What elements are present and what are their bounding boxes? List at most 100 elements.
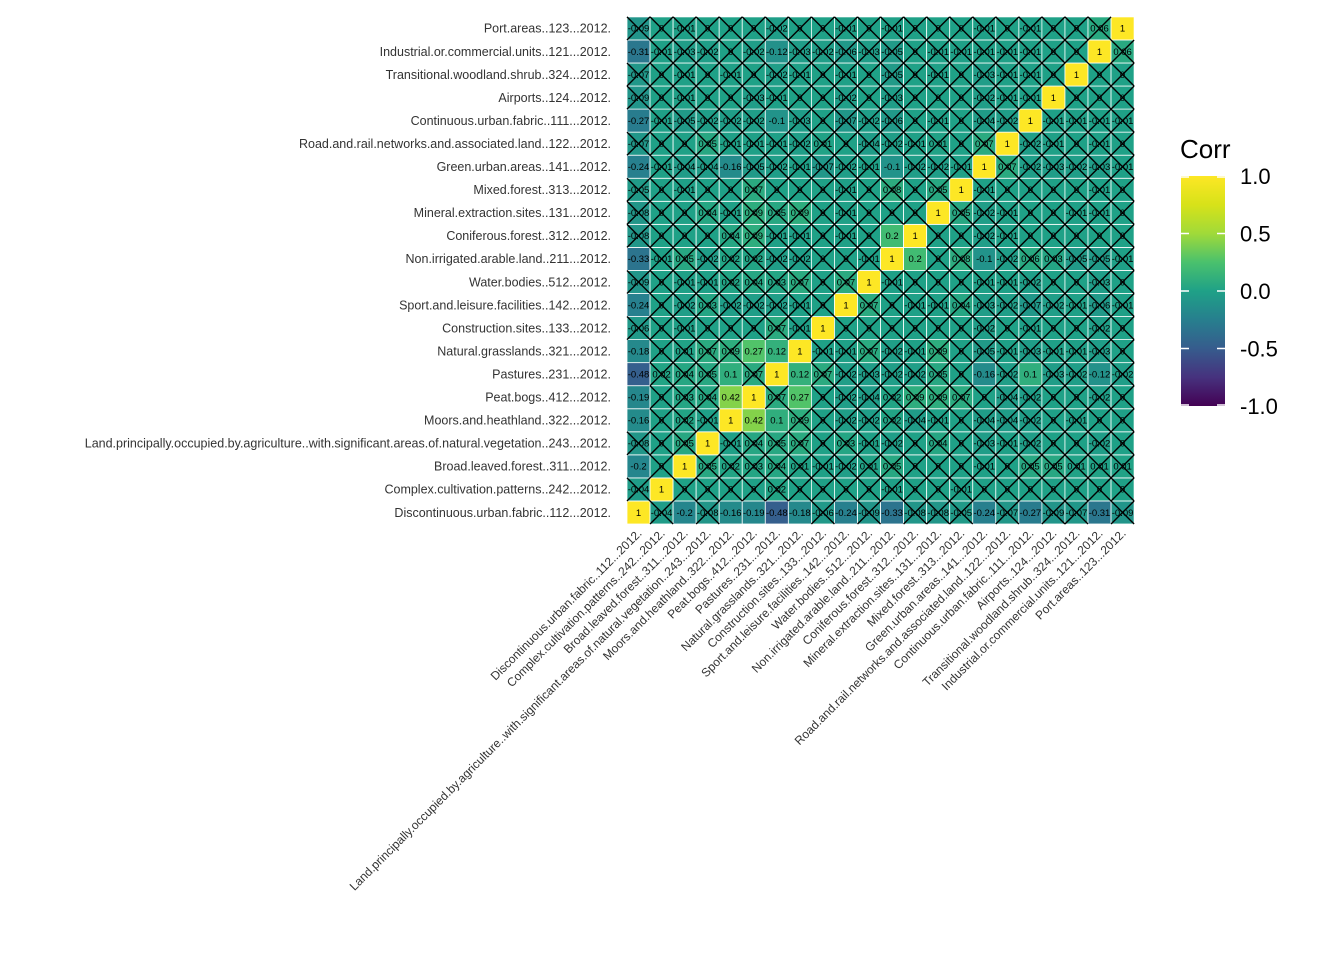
- insignificance-cross: [833, 477, 858, 502]
- cell-value-label: -0.01: [1020, 70, 1042, 81]
- insignificance-cross: [903, 269, 928, 294]
- insignificance-cross: [787, 108, 812, 133]
- insignificance-cross: [880, 131, 905, 156]
- cell-value-label: 0: [820, 485, 825, 496]
- insignificance-cross: [787, 246, 812, 271]
- y-axis-tick-labels: Discontinuous.urban.fabric..112...2012. C…: [85, 22, 611, 520]
- insignificance-cross: [833, 223, 858, 248]
- insignificance-cross: [833, 108, 858, 133]
- insignificance-cross: [926, 408, 951, 433]
- insignificance-cross: [1110, 154, 1135, 179]
- cell-value-label: 0.09: [929, 393, 948, 404]
- insignificance-cross: [949, 16, 974, 41]
- insignificance-cross: [626, 477, 651, 502]
- insignificance-cross: [672, 223, 697, 248]
- insignificance-cross: [995, 339, 1020, 364]
- cell-value-label: -0.01: [1020, 47, 1042, 58]
- cell-value-label: 0: [820, 93, 825, 104]
- insignificance-cross: [741, 154, 766, 179]
- cell-value-label: 0: [1051, 185, 1056, 196]
- cell-value-label: 0: [820, 231, 825, 242]
- insignificance-cross: [1018, 316, 1043, 341]
- insignificance-cross: [995, 223, 1020, 248]
- cell-value-label: -0.16: [720, 162, 742, 173]
- cell-value-label: 0: [982, 393, 987, 404]
- cell-value-label: 0: [1074, 277, 1079, 288]
- cell-value-label: 0: [912, 185, 917, 196]
- cell-value-label: -0.09: [1112, 508, 1134, 519]
- insignificance-cross: [880, 431, 905, 456]
- cell-value-label: 0: [866, 70, 871, 81]
- cell-value-label: -0.04: [697, 162, 719, 173]
- cell-value-label: 0: [1028, 208, 1033, 219]
- cell-value-label: -0.02: [996, 254, 1018, 265]
- insignificance-cross: [764, 246, 789, 271]
- cell-value-label: 0: [1074, 439, 1079, 450]
- cell-value-label: -0.02: [720, 116, 742, 127]
- cell-value-label: 0.12: [791, 369, 810, 380]
- cell-value-label: -0.09: [858, 508, 880, 519]
- insignificance-cross: [1110, 108, 1135, 133]
- insignificance-cross: [833, 200, 858, 225]
- cell-value-label: -0.24: [628, 300, 650, 311]
- cell-value-label: 0: [774, 185, 779, 196]
- cell-value-label: -0.01: [1112, 300, 1134, 311]
- cell-value-label: -0.19: [743, 508, 765, 519]
- cell-value-label: -0.01: [766, 139, 788, 150]
- cell-value-label: 0: [912, 93, 917, 104]
- insignificance-cross: [741, 62, 766, 87]
- insignificance-cross: [1110, 454, 1135, 479]
- cell-value-label: -0.02: [1020, 277, 1042, 288]
- insignificance-cross: [1041, 500, 1066, 525]
- insignificance-cross: [972, 269, 997, 294]
- insignificance-cross: [995, 477, 1020, 502]
- cell-value-label: 0: [659, 300, 664, 311]
- insignificance-cross: [764, 454, 789, 479]
- insignificance-cross: [1110, 200, 1135, 225]
- cell-value-label: 0: [728, 185, 733, 196]
- insignificance-cross: [880, 62, 905, 87]
- insignificance-cross: [695, 108, 720, 133]
- insignificance-cross: [1018, 85, 1043, 110]
- cell-value-label: -0.33: [628, 254, 650, 265]
- cell-value-label: -0.1: [769, 116, 785, 127]
- cell-value-label: 0: [1120, 70, 1125, 81]
- insignificance-cross: [810, 431, 835, 456]
- cell-value-label: -0.02: [1020, 162, 1042, 173]
- cell-value-label: 0: [1051, 277, 1056, 288]
- x-axis-tick-labels: Discontinuous.urban.fabric..112...2012.C…: [347, 526, 1129, 893]
- insignificance-cross: [903, 131, 928, 156]
- cell-value-label: 0: [659, 24, 664, 35]
- insignificance-cross: [857, 177, 882, 202]
- y-tick-label: Non.irrigated.arable.land..211...2012.: [406, 252, 611, 266]
- insignificance-cross: [1087, 477, 1112, 502]
- insignificance-cross: [903, 316, 928, 341]
- cell-value-label: 0: [912, 208, 917, 219]
- cell-value-label: 0: [936, 231, 941, 242]
- insignificance-cross: [1041, 39, 1066, 64]
- cell-value-label: -0.01: [1043, 346, 1065, 357]
- x-tick-label: Land.principally.occupied.by.agriculture…: [347, 526, 714, 893]
- y-tick-label: Port.areas..123...2012.: [484, 22, 611, 36]
- cell-value-label: 0: [728, 485, 733, 496]
- insignificance-cross: [1110, 269, 1135, 294]
- insignificance-cross: [1110, 385, 1135, 410]
- insignificance-cross: [995, 269, 1020, 294]
- cell-value-label: -0.02: [858, 116, 880, 127]
- cell-value-label: 0.07: [745, 185, 764, 196]
- cell-value-label: -0.03: [789, 47, 811, 58]
- cell-value-label: -0.03: [1089, 162, 1111, 173]
- insignificance-cross: [810, 293, 835, 318]
- cell-value-label: 0: [866, 93, 871, 104]
- cell-value-label: -0.48: [766, 508, 788, 519]
- y-tick-label: Water.bodies..512...2012.: [469, 275, 611, 289]
- insignificance-cross: [741, 108, 766, 133]
- insignificance-cross: [695, 385, 720, 410]
- y-tick-label: Mixed.forest..313...2012.: [473, 183, 611, 197]
- cell-value-label: 0: [1074, 231, 1079, 242]
- cell-value-label: -0.01: [1089, 116, 1111, 127]
- insignificance-cross: [949, 223, 974, 248]
- cell-value-label: 0: [820, 393, 825, 404]
- cell-value-label: 0.01: [1067, 462, 1086, 473]
- insignificance-cross: [880, 408, 905, 433]
